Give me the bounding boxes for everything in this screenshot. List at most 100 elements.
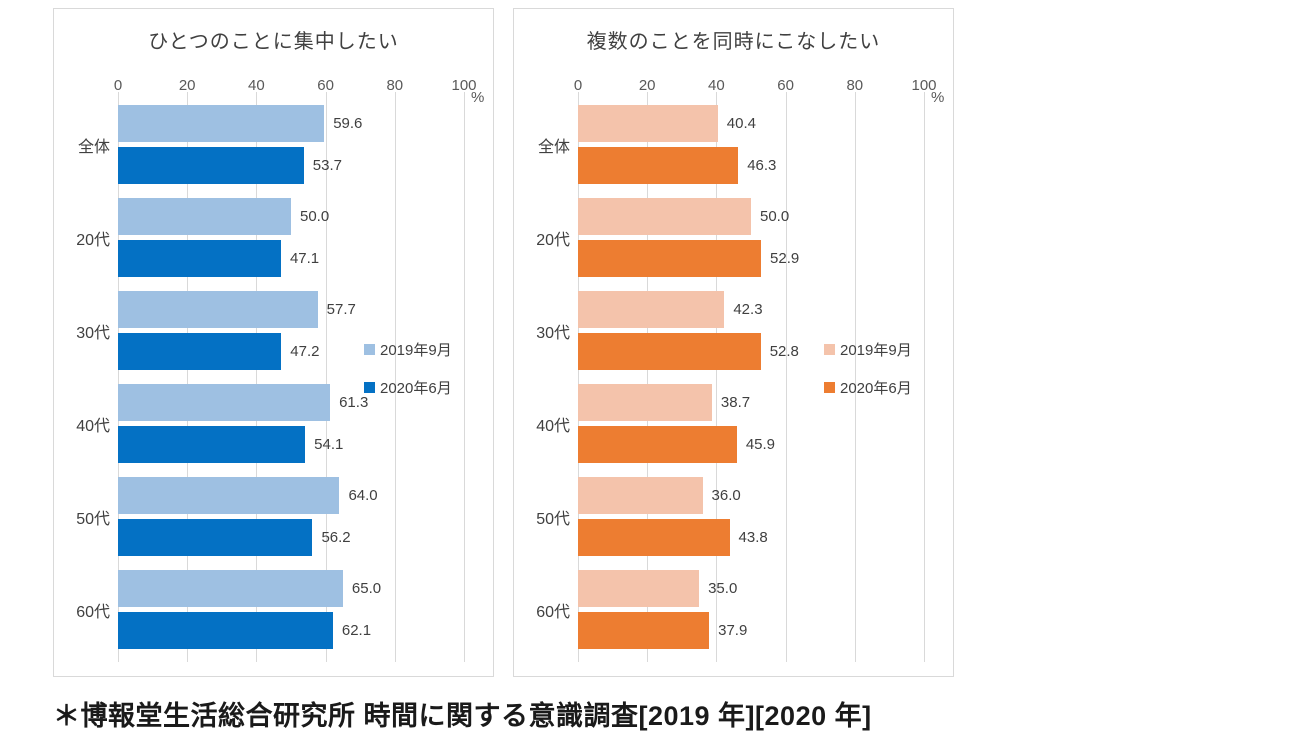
bar-line: 47.1: [118, 240, 493, 277]
category-label: 50代: [536, 510, 570, 528]
category-label: 60代: [536, 603, 570, 621]
bar-value-label: 56.2: [321, 529, 351, 546]
rows: 全体 40.4 46.3 20代 50.0 52.9 30代 42.3 52.8 40代 38.7 4…: [514, 98, 953, 656]
chart-row: 40代 61.3 54.1: [54, 377, 493, 470]
legend-label-2019: 2019年9月: [840, 342, 912, 359]
bar-value-label: 52.9: [770, 250, 800, 267]
bar-value-label: 54.1: [314, 436, 344, 453]
bar-value-label: 47.1: [289, 250, 320, 267]
bar: [118, 426, 306, 463]
gridline: [464, 92, 465, 662]
legend: 2019年9月 2020年6月: [824, 339, 912, 398]
category-label: 20代: [536, 231, 570, 249]
chart-row: 50代 36.0 43.8: [514, 470, 953, 563]
category-label: 40代: [536, 417, 570, 435]
bar-value-label: 65.0: [351, 580, 382, 597]
bar-value-label: 50.0: [760, 208, 790, 225]
bar: [118, 612, 333, 649]
gridlines: [118, 92, 465, 662]
gridline: [854, 92, 856, 662]
bar-line: 65.0: [118, 570, 493, 607]
bar-line: 52.9: [578, 240, 953, 277]
bars-area: 57.7 47.2: [118, 284, 493, 377]
category-label: 30代: [536, 324, 570, 342]
chart-title: 複数のことを同時にこなしたい: [586, 31, 881, 53]
x-tick-label: 100: [911, 77, 937, 94]
legend-item-2020: 2020年6月: [364, 377, 452, 398]
category-label: 30代: [76, 324, 110, 342]
x-tick-label: 60: [317, 77, 334, 94]
category-label: 50代: [76, 510, 110, 528]
bar: [118, 147, 304, 184]
x-tick-label: 0: [573, 77, 583, 94]
bars-area: 64.0 56.2: [118, 470, 493, 563]
chart-row: 60代 65.0 62.1: [54, 563, 493, 656]
bar-value-label: 53.7: [312, 157, 342, 174]
bar: [578, 426, 737, 463]
legend-label-2020: 2020年6月: [380, 380, 452, 397]
bar: [118, 291, 318, 328]
bar-line: 62.1: [118, 612, 493, 649]
bars-area: 59.6 53.7: [118, 98, 493, 191]
bar-line: 64.0: [118, 477, 493, 514]
bar-line: 40.4: [578, 105, 953, 142]
category-label: 全体: [77, 138, 110, 156]
bar-value-label: 35.0: [708, 580, 738, 597]
chart-panel-multitask: 複数のことを同時にこなしたい 0 20 40 60 80 100 % 全体 40.4 46.3…: [513, 8, 954, 677]
category-label: 全体: [537, 138, 570, 156]
bar: [578, 105, 718, 142]
bar-value-label: 61.3: [339, 394, 369, 411]
bar-line: 50.0: [118, 198, 493, 235]
plot-area: 全体 40.4 46.3 20代 50.0 52.9 30代 42.3 52.8 40代 38.7 4…: [514, 92, 953, 662]
gridline: [256, 92, 258, 662]
bar-line: 35.0: [578, 570, 953, 607]
bar-line: 37.9: [578, 612, 953, 649]
plot-area: 全体 59.6 53.7 20代 50.0 47.1 30代 57.7 47.2 40代 61.3 5…: [54, 92, 493, 662]
bar-line: 61.3: [118, 384, 493, 421]
bar: [118, 570, 343, 607]
chart-row: 全体 40.4 46.3: [514, 98, 953, 191]
bars-area: 50.0 52.9: [578, 191, 953, 284]
bar: [118, 105, 325, 142]
bar: [578, 291, 725, 328]
bar-value-label: 46.3: [747, 157, 777, 174]
bar-value-label: 40.4: [726, 115, 756, 132]
bars-area: 38.7 45.9: [578, 377, 953, 470]
x-tick-label: 80: [846, 77, 864, 94]
gridline: [647, 92, 649, 662]
bar-line: 50.0: [578, 198, 953, 235]
bar-line: 47.2: [118, 333, 493, 370]
category-label: 20代: [76, 231, 110, 249]
bars-area: 35.0 37.9: [578, 563, 953, 656]
bar-line: 53.7: [118, 147, 493, 184]
x-tick-label: 20: [638, 77, 656, 94]
gridline: [924, 92, 925, 662]
chart-row: 全体 59.6 53.7: [54, 98, 493, 191]
bar-value-label: 38.7: [720, 394, 751, 411]
bar-line: 54.1: [118, 426, 493, 463]
bar: [578, 240, 762, 277]
bar-value-label: 47.2: [290, 343, 320, 360]
legend-swatch-2019: [824, 344, 835, 355]
gridline: [118, 92, 119, 662]
category-label: 60代: [76, 603, 110, 621]
axis-unit-label: %: [931, 89, 945, 106]
x-tick-label: 40: [248, 77, 265, 94]
bars-area: 61.3 54.1: [118, 377, 493, 470]
rows: 全体 59.6 53.7 20代 50.0 47.1 30代 57.7 47.2 40代 61.3 5…: [54, 98, 493, 656]
bar: [578, 519, 730, 556]
bars-area: 50.0 47.1: [118, 191, 493, 284]
bar-line: 56.2: [118, 519, 493, 556]
bar: [118, 477, 340, 514]
chart-row: 20代 50.0 52.9: [514, 191, 953, 284]
bar-line: 59.6: [118, 105, 493, 142]
gridline: [716, 92, 718, 662]
bar: [118, 519, 313, 556]
bar-value-label: 43.8: [738, 529, 768, 546]
legend-item-2019: 2019年9月: [824, 339, 912, 360]
bar: [578, 147, 739, 184]
chart-row: 40代 38.7 45.9: [514, 377, 953, 470]
bar: [578, 570, 700, 607]
bar-value-label: 64.0: [348, 487, 378, 504]
